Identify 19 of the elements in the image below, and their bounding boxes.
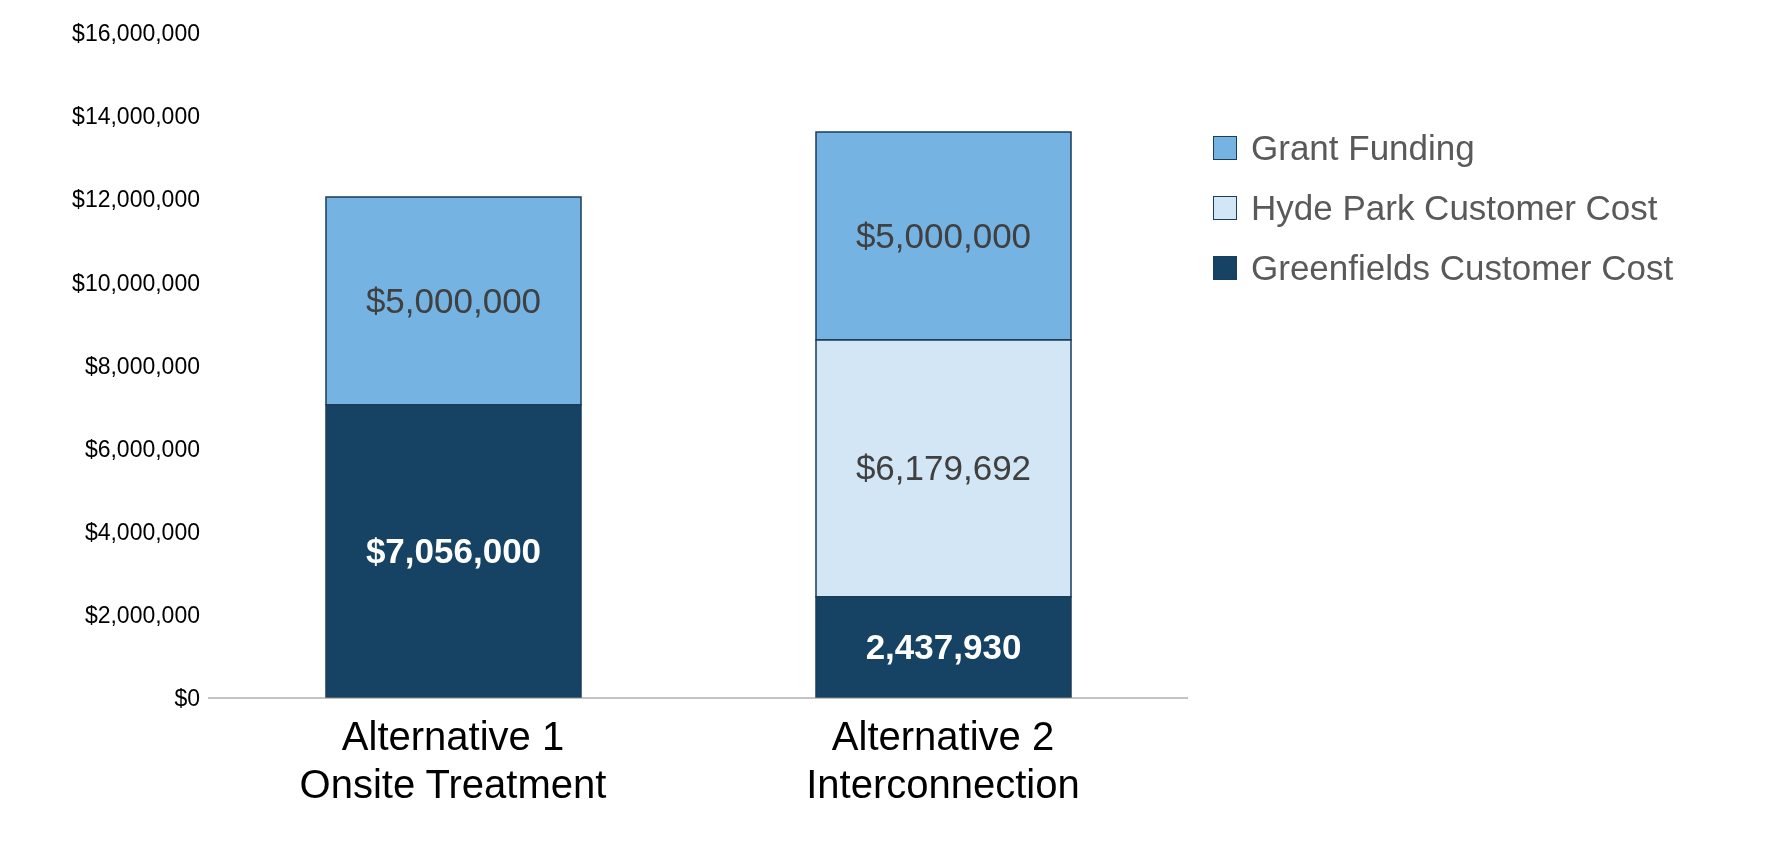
y-tick-label: $0 [174,685,200,712]
data-label: $5,000,000 [365,280,542,320]
y-tick-label: $4,000,000 [84,518,200,545]
y-tick-label: $16,000,000 [72,20,200,47]
y-tick-label: $8,000,000 [84,352,200,379]
legend-label: Hyde Park Customer Cost [1251,188,1658,228]
y-tick-label: $12,000,000 [72,186,200,213]
y-tick-label: $2,000,000 [84,602,200,629]
legend-label: Grant Funding [1251,128,1475,168]
x-tick-label: Alternative 1 Onsite Treatment [299,714,607,806]
data-label: 2,437,930 [865,627,1022,667]
data-label: $7,056,000 [365,531,542,571]
x-tick-label: Alternative 2 Interconnection [806,714,1080,806]
data-label: $5,000,000 [855,215,1032,255]
y-tick-label: $6,000,000 [84,435,200,462]
legend-label: Greenfields Customer Cost [1251,248,1674,288]
y-tick-label: $14,000,000 [72,103,200,130]
data-label: $6,179,692 [855,448,1032,488]
y-tick-label: $10,000,000 [72,269,200,296]
